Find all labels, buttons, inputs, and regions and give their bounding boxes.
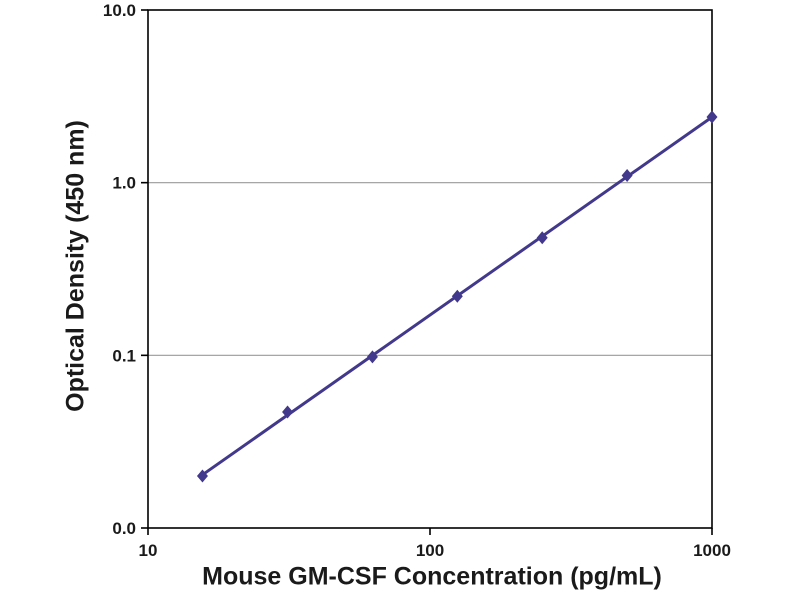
data-point-marker xyxy=(621,169,633,183)
y-tick-label: 1.0 xyxy=(112,174,136,193)
data-point-marker xyxy=(282,405,294,419)
data-point-marker xyxy=(451,289,463,303)
y-tick-label: 0.1 xyxy=(112,346,136,365)
x-axis-title: Mouse GM-CSF Concentration (pg/mL) xyxy=(202,562,662,591)
data-point-marker xyxy=(536,231,548,245)
data-point-marker xyxy=(706,110,718,124)
y-axis-title: Optical Density (450 nm) xyxy=(61,120,90,412)
x-tick-label: 10 xyxy=(139,541,158,560)
y-tick-label: 0.0 xyxy=(112,519,136,538)
data-point-marker xyxy=(366,350,378,364)
data-point-marker xyxy=(196,469,208,483)
plot-border xyxy=(147,9,713,529)
x-tick-label: 1000 xyxy=(693,541,731,560)
x-tick-label: 100 xyxy=(416,541,444,560)
y-tick-label: 10.0 xyxy=(103,1,136,20)
